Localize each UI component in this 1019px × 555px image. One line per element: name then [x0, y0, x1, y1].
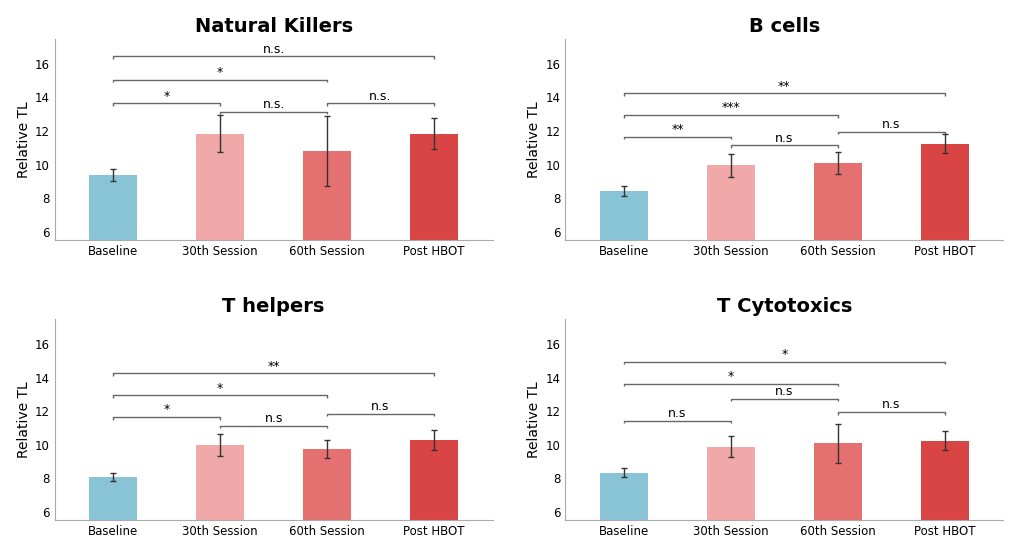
Text: *: *	[164, 403, 170, 416]
Bar	[90, 175, 138, 332]
Text: n.s.: n.s.	[369, 89, 391, 103]
Bar	[813, 443, 861, 555]
Text: n.s.: n.s.	[262, 98, 284, 111]
Text: n.s: n.s	[774, 132, 793, 145]
Bar	[599, 473, 647, 555]
Bar	[303, 151, 351, 332]
Text: *: *	[728, 370, 734, 383]
Text: n.s: n.s	[667, 407, 686, 420]
Bar	[410, 440, 458, 555]
Bar	[196, 134, 245, 332]
Text: n.s.: n.s.	[262, 43, 284, 56]
Text: n.s: n.s	[881, 118, 900, 131]
Title: T helpers: T helpers	[222, 297, 324, 316]
Text: *: *	[217, 382, 223, 395]
Text: ***: ***	[720, 102, 740, 114]
Y-axis label: Relative TL: Relative TL	[16, 101, 31, 178]
Bar	[706, 447, 754, 555]
Text: **: **	[777, 79, 790, 93]
Text: **: **	[267, 360, 279, 373]
Text: *: *	[164, 89, 170, 103]
Title: Natural Killers: Natural Killers	[195, 17, 353, 36]
Bar	[196, 445, 245, 555]
Text: n.s: n.s	[881, 398, 900, 411]
Title: B cells: B cells	[748, 17, 819, 36]
Title: T Cytotoxics: T Cytotoxics	[716, 297, 851, 316]
Bar	[706, 165, 754, 332]
Bar	[410, 134, 458, 332]
Y-axis label: Relative TL: Relative TL	[527, 381, 541, 458]
Bar	[599, 190, 647, 332]
Text: n.s: n.s	[371, 400, 389, 413]
Text: *: *	[217, 66, 223, 79]
Y-axis label: Relative TL: Relative TL	[527, 101, 541, 178]
Y-axis label: Relative TL: Relative TL	[16, 381, 31, 458]
Bar	[813, 163, 861, 332]
Text: **: **	[671, 123, 683, 136]
Text: n.s: n.s	[774, 385, 793, 398]
Bar	[90, 477, 138, 555]
Text: *: *	[781, 348, 787, 361]
Bar	[303, 449, 351, 555]
Text: n.s: n.s	[264, 412, 282, 425]
Bar	[920, 144, 968, 332]
Bar	[920, 441, 968, 555]
